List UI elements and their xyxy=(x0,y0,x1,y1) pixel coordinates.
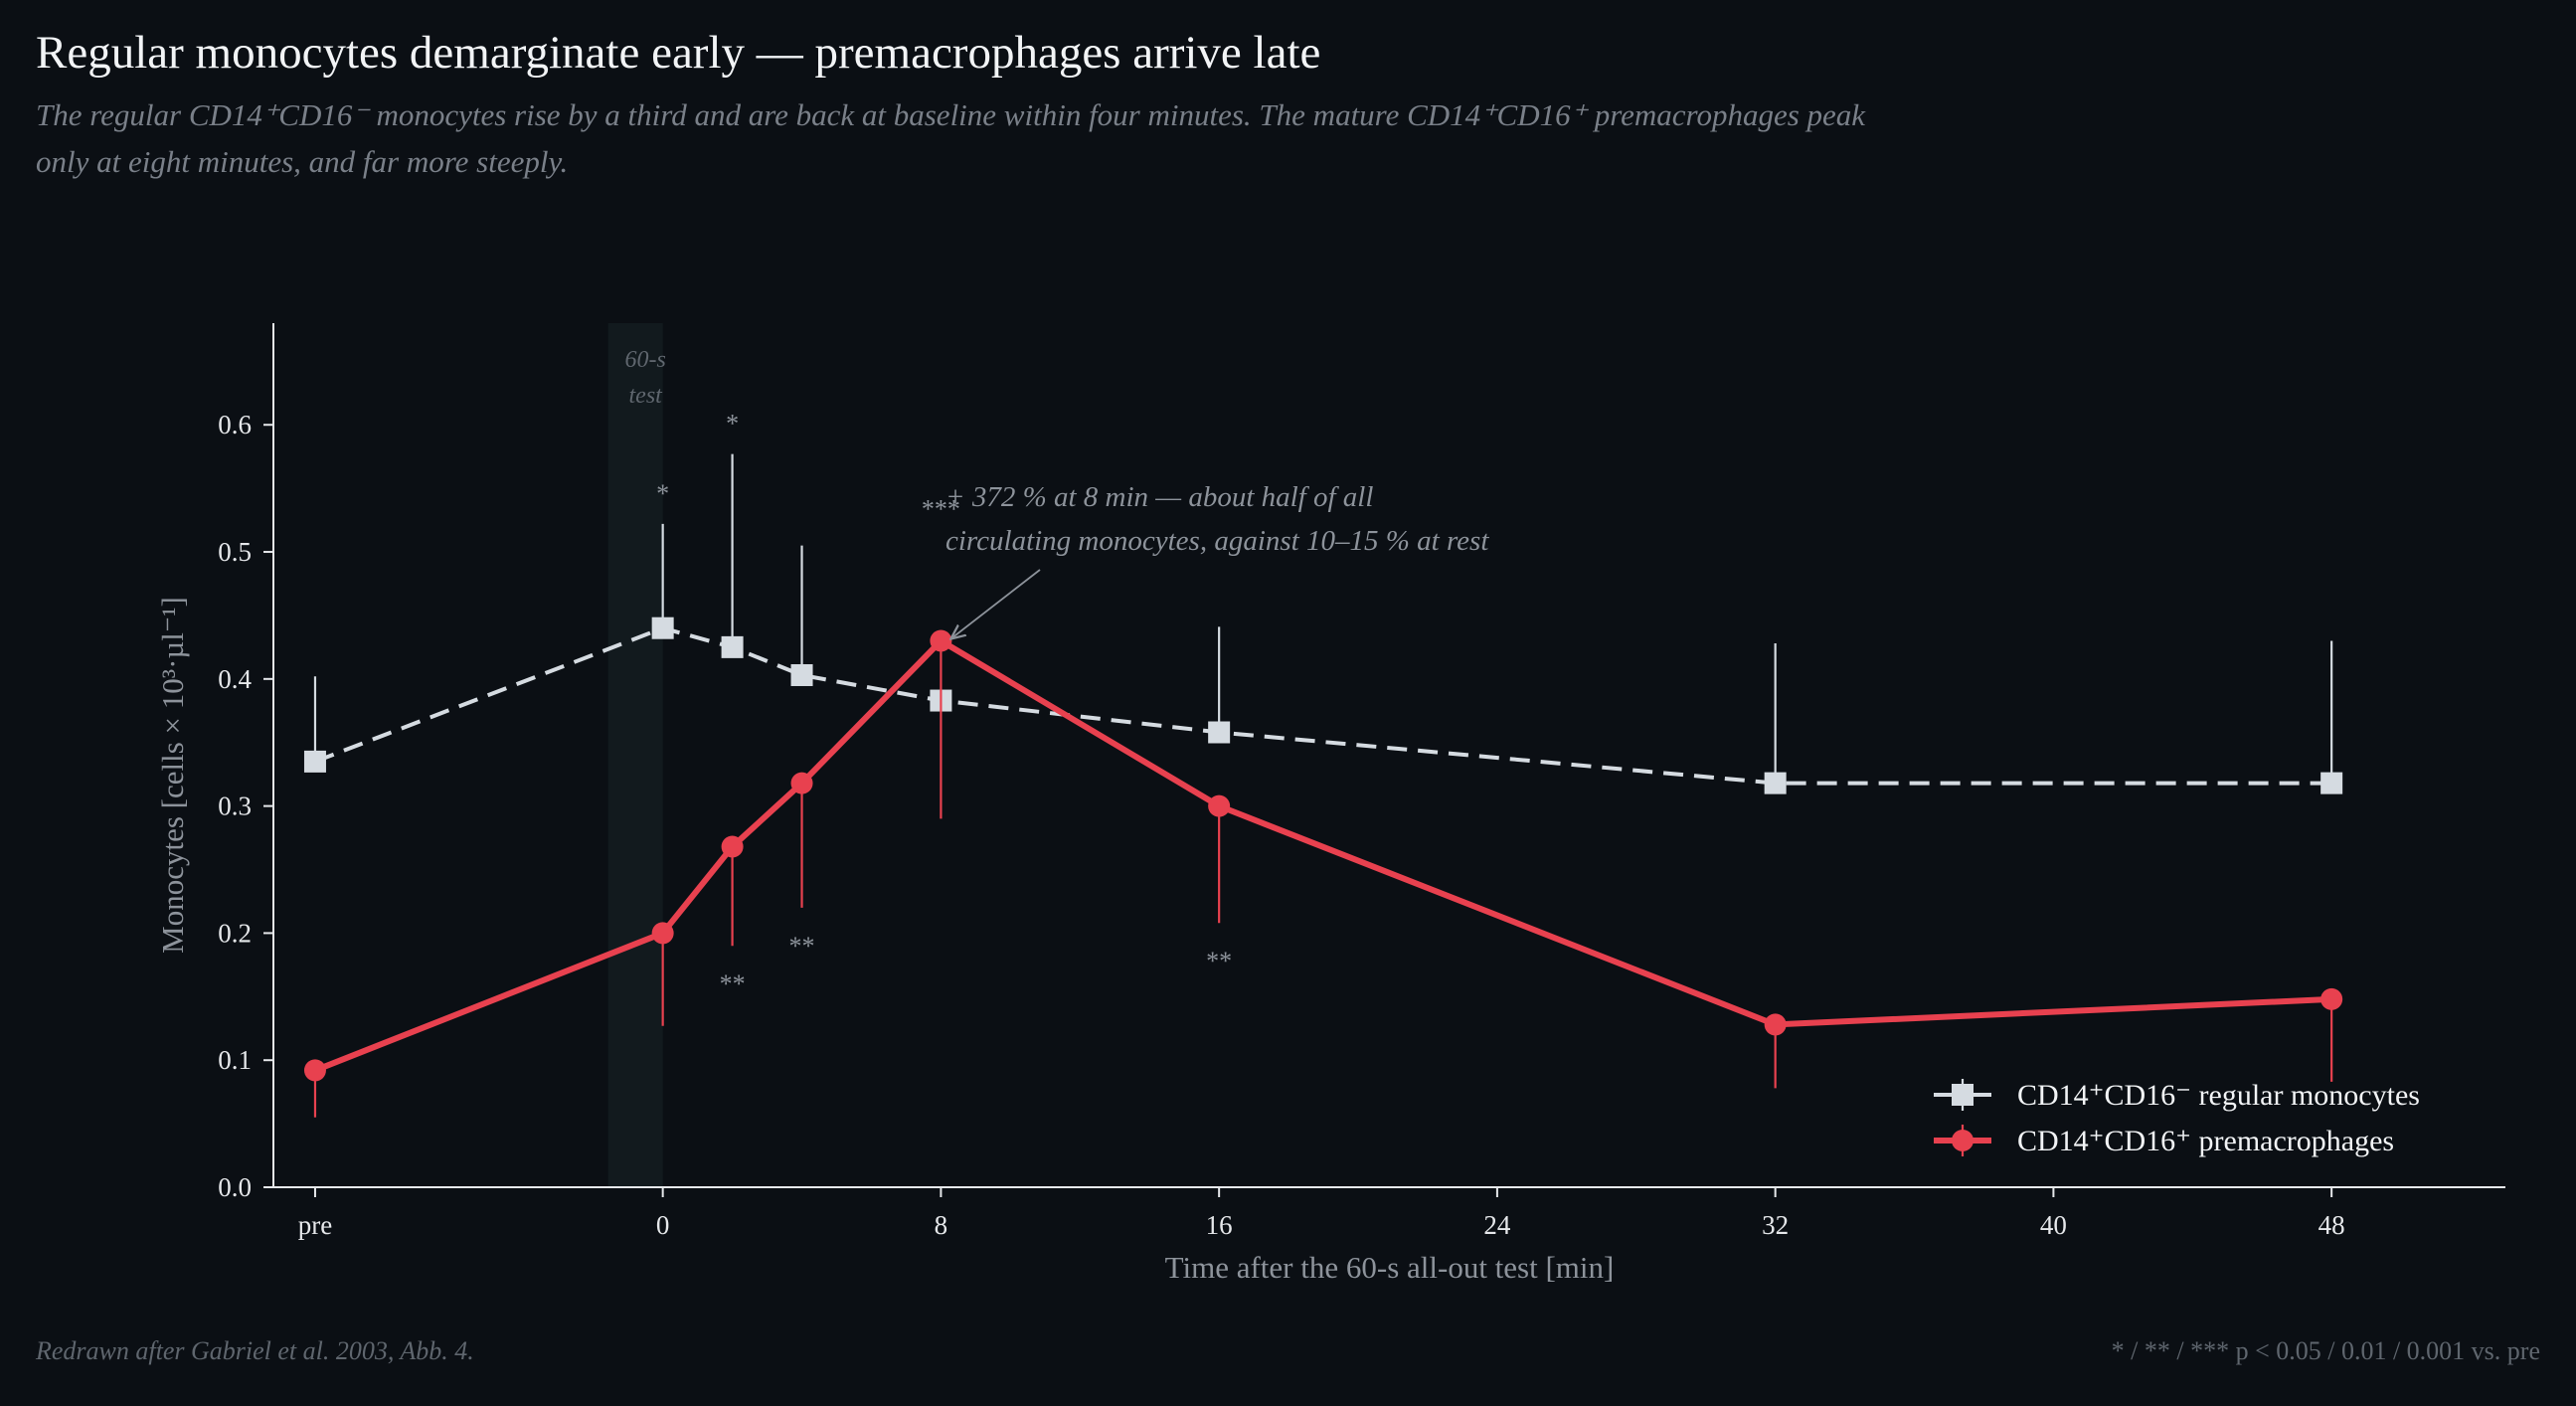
y-tick-label: 0.2 xyxy=(218,918,252,948)
data-point xyxy=(303,1059,326,1082)
series-line xyxy=(313,637,2332,1074)
significance-mark: ** xyxy=(1206,947,1232,975)
significance-mark: ** xyxy=(789,932,815,961)
x-axis-title: Time after the 60-s all-out test [min] xyxy=(1165,1250,1615,1285)
x-tick-label: 24 xyxy=(1483,1210,1511,1240)
x-tick-label: 8 xyxy=(935,1210,948,1240)
chart-title: Regular monocytes demarginate early — pr… xyxy=(36,27,1321,79)
legend-item: CD14⁺CD16⁺ premacrophages xyxy=(1934,1125,2394,1157)
data-point xyxy=(303,750,326,773)
y-tick-label: 0.4 xyxy=(218,664,252,694)
data-point xyxy=(2320,772,2343,794)
chart-subtitle: The regular CD14⁺CD16⁻ monocytes rise by… xyxy=(36,97,1866,179)
y-tick-label: 0.0 xyxy=(218,1172,252,1202)
legend-marker xyxy=(1952,1084,1974,1106)
significance-mark: ** xyxy=(720,969,746,998)
data-point xyxy=(790,663,813,686)
data-point xyxy=(721,635,744,658)
legend-item: CD14⁺CD16⁻ regular monocytes xyxy=(1934,1079,2420,1112)
significance-note: * / ** / *** p < 0.05 / 0.01 / 0.001 vs.… xyxy=(2111,1336,2540,1365)
y-tick-label: 0.1 xyxy=(218,1045,252,1075)
data-point xyxy=(651,616,674,639)
significance-mark: * xyxy=(726,410,739,439)
legend-label: CD14⁺CD16⁻ regular monocytes xyxy=(2017,1079,2420,1112)
data-point xyxy=(721,835,744,858)
x-tick-label: 48 xyxy=(2318,1210,2345,1240)
x-tick-label: 40 xyxy=(2040,1210,2067,1240)
data-point xyxy=(1764,772,1787,794)
annotation-text: circulating monocytes, against 10–15 % a… xyxy=(945,525,1489,557)
data-point xyxy=(651,922,674,945)
data-point xyxy=(930,629,952,652)
series-1: ** xyxy=(303,410,2343,794)
legend-label: CD14⁺CD16⁺ premacrophages xyxy=(2017,1125,2394,1157)
x-tick-label: 0 xyxy=(656,1210,670,1240)
annotation-text: + 372 % at 8 min — about half of all xyxy=(945,481,1373,513)
test-period-label: test xyxy=(629,383,664,409)
y-tick-label: 0.6 xyxy=(218,410,252,439)
y-tick-label: 0.5 xyxy=(218,537,252,567)
significance-mark: * xyxy=(656,479,669,508)
data-point xyxy=(1764,1013,1787,1036)
source-note: Redrawn after Gabriel et al. 2003, Abb. … xyxy=(36,1336,474,1365)
y-tick-label: 0.3 xyxy=(218,791,252,821)
series-line xyxy=(314,625,2332,786)
significance-mark: *** xyxy=(922,495,960,524)
data-point xyxy=(1208,721,1231,744)
x-tick-label: 16 xyxy=(1206,1210,1233,1240)
test-period-label: 60-s xyxy=(624,347,665,373)
legend-marker xyxy=(1952,1130,1974,1151)
x-tick-label: pre xyxy=(298,1210,332,1240)
x-tick-label: 32 xyxy=(1762,1210,1789,1240)
y-axis-title: Monocytes [cells × 10³·µl⁻¹] xyxy=(155,597,190,954)
data-point xyxy=(790,772,813,794)
test-period-band xyxy=(607,323,663,1187)
data-point xyxy=(2320,987,2343,1010)
series-2: ** ** ** xyxy=(303,629,2343,1118)
annotation-arrow xyxy=(950,569,1041,638)
data-point xyxy=(1208,794,1231,817)
